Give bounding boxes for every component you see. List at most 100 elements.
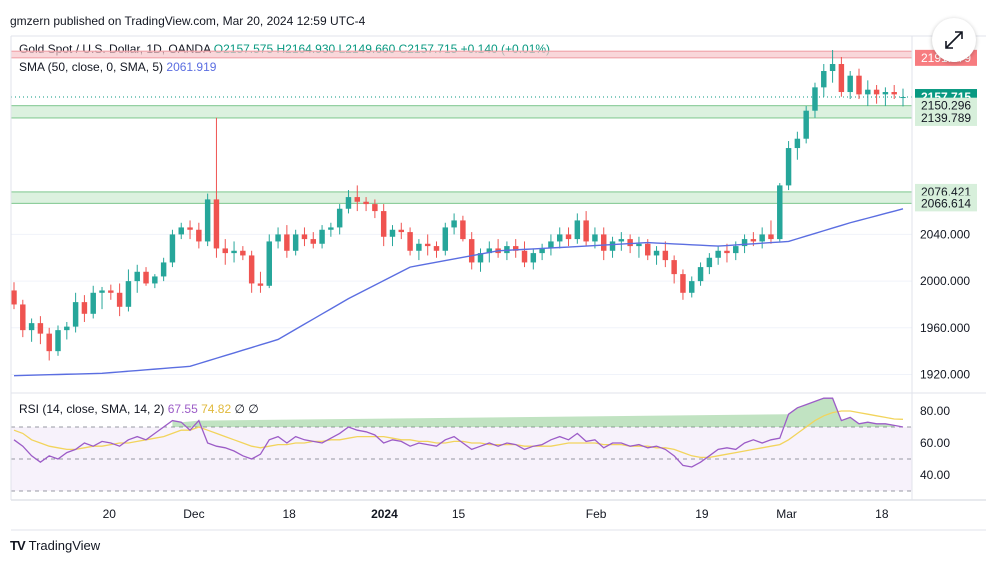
candle-body <box>90 292 96 314</box>
candle-body <box>231 250 237 254</box>
candle-body <box>125 281 132 307</box>
rsi-ma-line <box>13 410 904 459</box>
candle-body <box>354 197 361 202</box>
candle-body <box>662 250 669 261</box>
candle-body <box>592 234 598 242</box>
candle-body <box>248 255 255 284</box>
candle-body <box>380 211 387 237</box>
candle-body <box>187 227 193 230</box>
candle-body <box>266 241 272 286</box>
candle-body <box>310 239 316 244</box>
candle-body <box>645 243 651 256</box>
time-tick-label: Feb <box>586 507 607 521</box>
time-tick-label: 19 <box>695 507 709 521</box>
candle-body <box>486 248 493 254</box>
candle-body <box>785 148 792 186</box>
candle-body <box>72 302 79 327</box>
candle-body <box>812 87 818 111</box>
candle-body <box>284 234 290 251</box>
candle-body <box>460 220 466 240</box>
candle-body <box>37 323 44 334</box>
candle-body <box>11 290 17 305</box>
candle-body <box>424 243 431 247</box>
price-zone <box>10 191 913 204</box>
time-tick-label: Dec <box>183 507 204 521</box>
candle-body <box>882 92 889 95</box>
candle-body <box>28 323 35 331</box>
rsi-line <box>13 397 904 468</box>
candle-body <box>363 201 369 205</box>
candle-body <box>169 234 176 263</box>
time-tick-label: Mar <box>776 507 797 521</box>
time-tick-label: 20 <box>103 507 117 521</box>
candle-body <box>689 281 695 293</box>
rsi-label: RSI (14, close, SMA, 14, 2) <box>19 402 165 416</box>
candle-body <box>741 239 748 247</box>
candle-body <box>64 326 70 331</box>
candle-body <box>451 220 457 228</box>
candle-body <box>328 227 334 230</box>
candle-body <box>680 274 686 293</box>
candle-body <box>477 253 484 263</box>
price-tick-label: 2000.000 <box>920 274 970 288</box>
candle-body <box>389 229 396 237</box>
candle-body <box>204 199 211 242</box>
candle-body <box>653 250 660 256</box>
rsi-tick-label: 60.00 <box>920 436 950 450</box>
candle-body <box>556 234 563 242</box>
candle-body <box>574 220 581 240</box>
candle-body <box>609 241 616 251</box>
rsi-tick-label: 40.00 <box>920 468 950 482</box>
candle-body <box>160 262 167 277</box>
rsi-tick-label: 80.00 <box>920 404 950 418</box>
candle-body <box>345 197 352 209</box>
candle-body <box>750 239 757 242</box>
candle-body <box>222 248 228 254</box>
candle-body <box>134 271 140 282</box>
rsi-legend: RSI (14, close, SMA, 14, 2) 67.55 74.82 … <box>19 402 259 416</box>
candle-body <box>55 330 61 352</box>
rsi-ma-value: 74.82 <box>201 402 232 416</box>
candle-body <box>319 229 325 244</box>
candle-body <box>372 204 378 212</box>
expand-button[interactable] <box>932 18 976 62</box>
candle-body <box>196 229 202 242</box>
candle-body <box>152 276 158 284</box>
candle-body <box>794 138 801 149</box>
candle-body <box>301 234 308 240</box>
candle-body <box>838 64 845 93</box>
candle-body <box>407 232 413 251</box>
candle-body <box>565 234 572 240</box>
price-label-box <box>915 195 977 212</box>
price-label-text: 2066.614 <box>921 196 971 210</box>
price-tick-label: 1960.000 <box>920 321 970 335</box>
candle-body <box>240 250 246 256</box>
candle-body <box>671 260 677 275</box>
candle-body <box>416 243 422 251</box>
candle-body <box>468 239 475 263</box>
candle-body <box>829 64 836 72</box>
time-tick-label: 18 <box>282 507 296 521</box>
candle-body <box>856 75 862 95</box>
publish-header: gmzern published on TradingView.com, Mar… <box>10 14 366 28</box>
candle-body <box>521 250 528 263</box>
candle-body <box>865 89 871 95</box>
candle-body <box>398 229 405 233</box>
candle-body <box>512 246 519 251</box>
candle-body <box>178 227 184 235</box>
candle-body <box>697 267 704 282</box>
time-tick-label: 15 <box>452 507 466 521</box>
rsi-extra: ∅ ∅ <box>234 402 259 416</box>
candle-body <box>548 241 554 249</box>
candle-body <box>46 333 52 352</box>
candle-body <box>733 246 739 254</box>
candle-body <box>442 227 449 251</box>
price-tick-label: 1920.000 <box>920 367 970 381</box>
candle-body <box>336 208 343 228</box>
price-label-box <box>915 109 977 126</box>
candle-body <box>213 199 220 249</box>
sma-label: SMA (50, close, 0, SMA, 5) <box>19 60 164 74</box>
candle-body <box>724 250 730 254</box>
